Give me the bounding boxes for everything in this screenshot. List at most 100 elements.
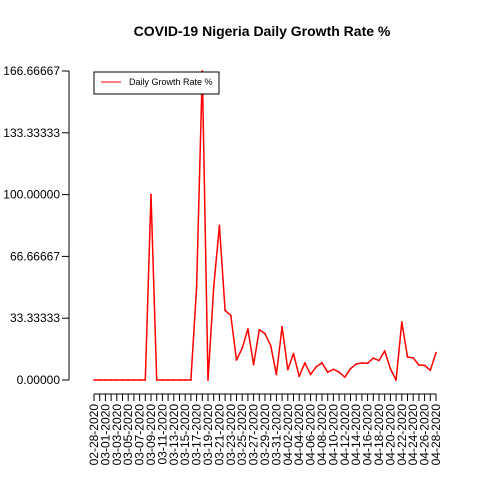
data-point xyxy=(241,347,244,350)
data-point xyxy=(298,375,301,378)
data-point xyxy=(423,364,426,367)
x-tick-label: 04-10-2020 xyxy=(326,404,340,466)
y-axis: 0.00000 33.33333 66.66667 100.00000 133.3333… xyxy=(3,64,70,387)
data-point xyxy=(269,344,272,347)
x-tick-label: 03-13-2020 xyxy=(167,404,181,466)
x-tick-label: 04-14-2020 xyxy=(349,404,363,466)
data-point xyxy=(133,379,135,381)
data-point xyxy=(252,363,255,366)
legend: Daily Growth Rate % xyxy=(93,71,220,95)
data-point xyxy=(281,325,283,328)
x-tick-label: 04-28-2020 xyxy=(429,404,443,466)
data-point xyxy=(138,379,141,381)
data-point xyxy=(104,379,107,381)
x-tick-label: 04-12-2020 xyxy=(338,404,352,466)
data-point xyxy=(395,379,397,381)
legend-label: Daily Growth Rate % xyxy=(129,77,213,87)
x-tick-label: 03-11-2020 xyxy=(155,404,169,465)
data-point xyxy=(235,359,238,361)
y-tick-label: 33.33333 xyxy=(10,311,60,325)
data-point xyxy=(229,314,232,317)
x-tick-label: 03-15-2020 xyxy=(178,404,192,466)
data-point xyxy=(161,379,164,381)
data-point xyxy=(212,286,215,289)
x-tick-label: 03-25-2020 xyxy=(235,404,249,466)
data-point xyxy=(406,356,409,358)
data-point xyxy=(178,379,181,381)
x-tick-label: 04-04-2020 xyxy=(292,404,306,466)
data-point xyxy=(361,362,363,364)
plot-area xyxy=(93,70,437,381)
y-tick-label: 66.66667 xyxy=(10,249,60,263)
data-point xyxy=(184,379,187,381)
x-tick-label: 03-03-2020 xyxy=(110,404,124,466)
x-tick-label: 04-02-2020 xyxy=(281,404,295,466)
data-point xyxy=(435,351,437,354)
data-point xyxy=(207,379,209,381)
x-tick-label: 04-24-2020 xyxy=(406,404,420,466)
data-point xyxy=(372,357,375,360)
y-tick-label: 100.00000 xyxy=(3,188,60,202)
data-point xyxy=(355,363,358,365)
x-tick-label: 04-08-2020 xyxy=(315,404,329,466)
data-point xyxy=(224,309,227,312)
data-point xyxy=(286,368,289,371)
data-point xyxy=(218,224,221,227)
data-point xyxy=(121,379,124,381)
data-point xyxy=(412,357,415,359)
data-point xyxy=(150,193,152,196)
data-point xyxy=(201,70,204,72)
chart-title: COVID-19 Nigeria Daily Growth Rate % xyxy=(134,23,391,39)
y-tick-label: 166.66667 xyxy=(3,64,60,78)
data-point xyxy=(389,367,392,370)
x-tick-label: 04-22-2020 xyxy=(395,404,409,466)
x-tick-label: 03-21-2020 xyxy=(212,404,226,466)
data-point xyxy=(304,362,306,364)
x-tick-label: 03-05-2020 xyxy=(121,404,135,466)
x-tick-label: 03-27-2020 xyxy=(247,404,261,466)
x-tick-label: 04-26-2020 xyxy=(418,404,432,466)
x-axis: 02-28-202003-01-202003-03-202003-05-2020… xyxy=(87,393,443,466)
data-point xyxy=(400,321,403,323)
y-tick-label: 0.00000 xyxy=(17,373,61,387)
x-tick-label: 03-29-2020 xyxy=(258,404,272,466)
data-point xyxy=(383,349,386,352)
data-point xyxy=(378,359,380,362)
data-point xyxy=(247,328,249,330)
data-point xyxy=(93,379,95,381)
data-point xyxy=(349,367,352,370)
data-point xyxy=(332,368,335,371)
data-point xyxy=(275,373,278,376)
data-point xyxy=(338,371,340,374)
data-point xyxy=(144,379,147,381)
data-point xyxy=(326,371,329,374)
data-point xyxy=(98,379,101,381)
x-tick-label: 03-07-2020 xyxy=(133,404,147,466)
data-point xyxy=(127,379,130,381)
data-point xyxy=(309,373,312,376)
x-tick-label: 02-28-2020 xyxy=(87,404,101,466)
data-point xyxy=(315,365,318,368)
legend-box xyxy=(93,71,220,95)
data-point xyxy=(321,362,323,364)
data-point xyxy=(366,362,369,365)
y-tick-label: 133.33333 xyxy=(3,126,60,140)
data-point xyxy=(155,379,158,381)
data-point xyxy=(264,332,266,335)
x-tick-label: 04-06-2020 xyxy=(304,404,318,466)
data-point xyxy=(429,369,432,372)
x-tick-label: 04-18-2020 xyxy=(372,404,386,466)
data-point xyxy=(292,352,295,355)
data-point xyxy=(343,376,346,379)
x-tick-label: 03-17-2020 xyxy=(190,404,204,466)
data-point xyxy=(115,379,118,381)
x-tick-label: 03-31-2020 xyxy=(269,404,283,466)
data-point xyxy=(167,379,170,381)
data-point xyxy=(418,364,420,366)
x-tick-label: 03-01-2020 xyxy=(98,404,112,466)
data-point xyxy=(190,379,192,381)
x-tick-label: 04-16-2020 xyxy=(361,404,375,466)
x-tick-label: 03-19-2020 xyxy=(201,404,215,466)
data-point xyxy=(258,328,261,331)
